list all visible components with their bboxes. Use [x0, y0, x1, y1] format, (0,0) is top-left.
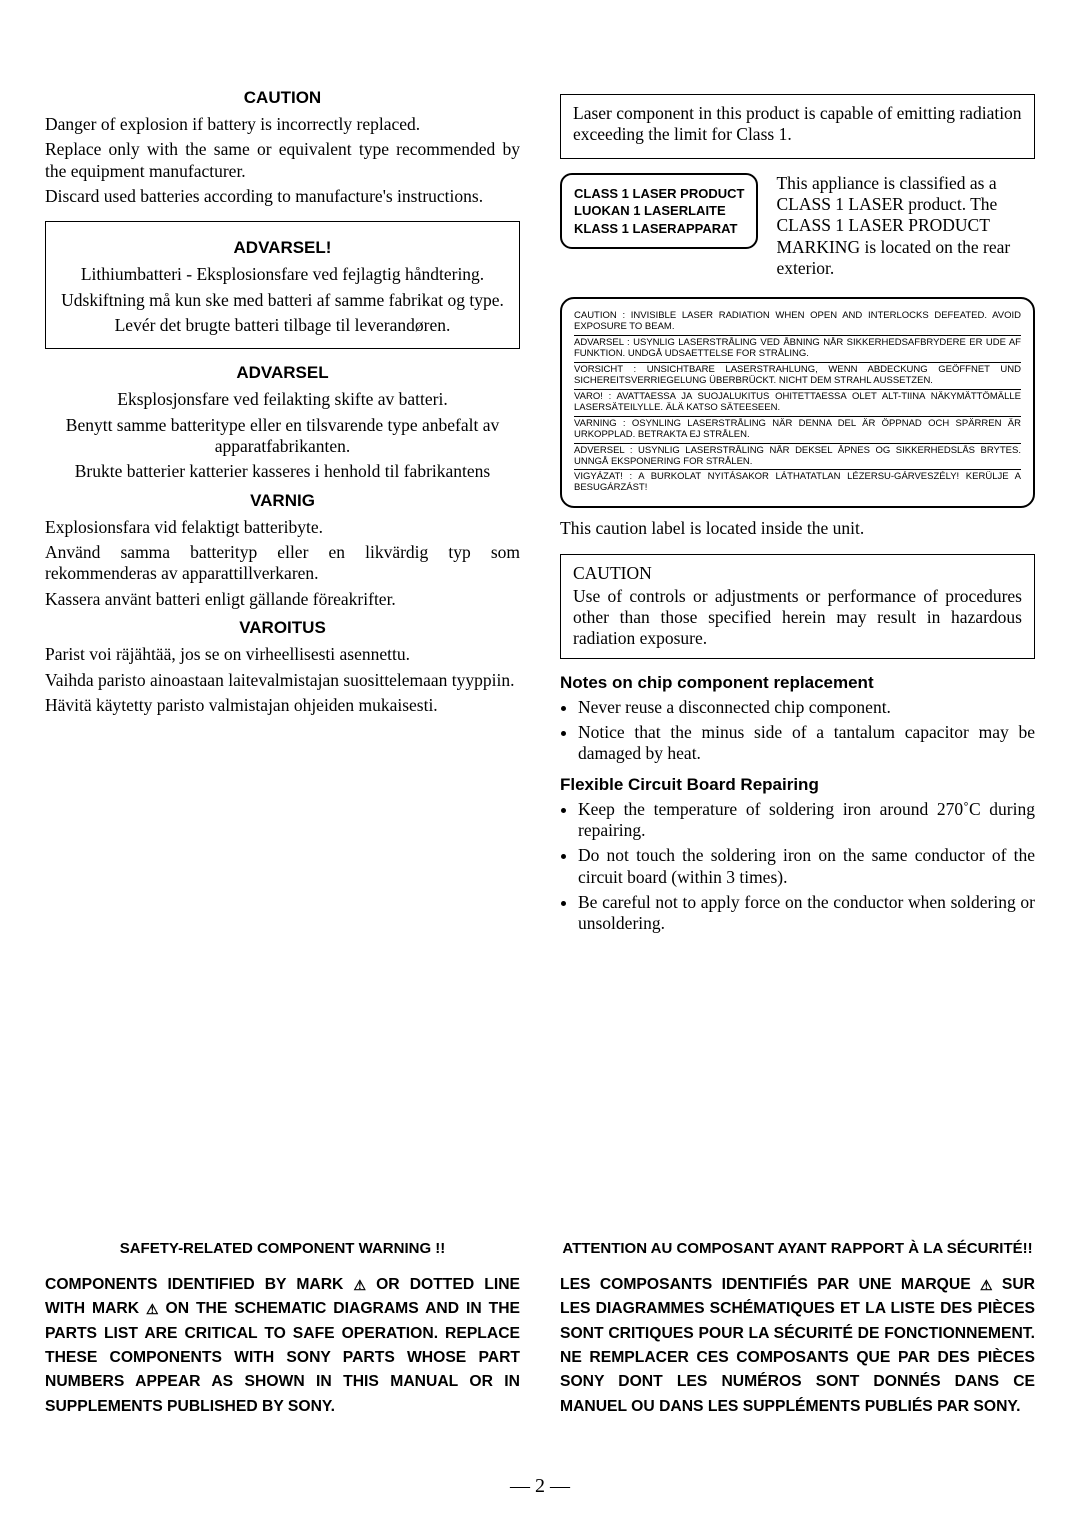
warning-triangle-icon: ⚠ [146, 1299, 159, 1321]
varnig-line1: Explosionsfara vid felaktigt batteribyte… [45, 517, 520, 538]
caution-line3: Discard used batteries according to manu… [45, 186, 520, 207]
caution2-box: CAUTION Use of controls or adjustments o… [560, 554, 1035, 659]
advarsel2-title: ADVARSEL [45, 363, 520, 383]
advarsel1-line3: Levér det brugte batteri tilbage til lev… [58, 315, 507, 336]
laser-label-line2: LUOKAN 1 LASERLAITE [574, 202, 744, 220]
panel-below-text: This caution label is located inside the… [560, 518, 1035, 539]
varnig-line3: Kassera använt batteri enligt gällande f… [45, 589, 520, 610]
laser-class-label: CLASS 1 LASER PRODUCT LUOKAN 1 LASERLAIT… [560, 173, 758, 250]
chip-bullet-2: Notice that the minus side of a tantalum… [578, 722, 1035, 765]
left-column: CAUTION Danger of explosion if battery i… [45, 80, 520, 939]
panel-entry-varning: VARNING : OSYNLING LASERSTRÅLING NÄR DEN… [574, 417, 1021, 444]
varoitus-line3: Hävitä käytetty paristo valmistajan ohje… [45, 695, 520, 716]
varoitus-line1: Parist voi räjähtää, jos se on virheelli… [45, 644, 520, 665]
flex-title: Flexible Circuit Board Repairing [560, 775, 1035, 795]
chip-list: Never reuse a disconnected chip componen… [560, 697, 1035, 765]
laser-label-line1: CLASS 1 LASER PRODUCT [574, 185, 744, 203]
flex-bullet-2: Do not touch the soldering iron on the s… [578, 845, 1035, 888]
safety-en-post: ON THE SCHEMATIC DIAGRAMS AND IN THE PAR… [45, 1300, 520, 1414]
advarsel1-box: ADVARSEL! Lithiumbatteri - Eksplosionsfa… [45, 221, 520, 349]
caution2-body: Use of controls or adjustments or perfor… [573, 586, 1022, 650]
panel-entry-adversel: ADVERSEL : USYNLIG LASERSTRÅLING NÅR DEK… [574, 444, 1021, 471]
laser-label-line3: KLASS 1 LASERAPPARAT [574, 220, 744, 238]
safety-warning-fr: ATTENTION AU COMPOSANT AYANT RAPPORT À L… [560, 1239, 1035, 1419]
laser-label-row: CLASS 1 LASER PRODUCT LUOKAN 1 LASERLAIT… [560, 173, 1035, 284]
caution2-head: CAUTION [573, 563, 1022, 584]
flex-bullet-3: Be careful not to apply force on the con… [578, 892, 1035, 935]
panel-entry-vigyazat: VIGYÁZAT! : A BURKOLAT NYITÁSAKOR LÁTHAT… [574, 470, 1021, 496]
laser-desc: This appliance is classified as a CLASS … [776, 173, 1035, 280]
varnig-title: VARNIG [45, 491, 520, 511]
panel-entry-advarsel: ADVARSEL : USYNLIG LASERSTRÅLING VED ÅBN… [574, 336, 1021, 363]
warning-triangle-icon: ⚠ [353, 1275, 366, 1297]
advarsel1-title: ADVARSEL! [58, 238, 507, 258]
advarsel1-line2: Udskiftning må kun ske med batteri af sa… [58, 290, 507, 311]
laser-note: Laser component in this product is capab… [573, 103, 1022, 146]
safety-fr-title: ATTENTION AU COMPOSANT AYANT RAPPORT À L… [560, 1239, 1035, 1259]
right-column: Laser component in this product is capab… [560, 80, 1035, 939]
advarsel2-line1: Eksplosjonsfare ved feilakting skifte av… [45, 389, 520, 410]
safety-fr-post: SUR LES DIAGRAMMES SCHÉMATIQUES ET LA LI… [560, 1276, 1035, 1415]
safety-en-text: COMPONENTS IDENTIFIED BY MARK ⚠ OR DOTTE… [45, 1273, 520, 1419]
advarsel2-line2: Benytt samme batteritype eller en tilsva… [45, 415, 520, 458]
caution-title: CAUTION [45, 88, 520, 108]
laser-note-box: Laser component in this product is capab… [560, 94, 1035, 159]
panel-entry-caution: CAUTION : INVISIBLE LASER RADIATION WHEN… [574, 309, 1021, 336]
advarsel2-line3: Brukte batterier katterier kasseres i he… [45, 461, 520, 482]
safety-fr-text: LES COMPOSANTS IDENTIFIÉS PAR UNE MARQUE… [560, 1273, 1035, 1419]
varoitus-title: VAROITUS [45, 618, 520, 638]
flex-list: Keep the temperature of soldering iron a… [560, 799, 1035, 935]
flex-bullet-1: Keep the temperature of soldering iron a… [578, 799, 1035, 842]
warning-triangle-icon: ⚠ [980, 1275, 993, 1297]
safety-warning-en: SAFETY-RELATED COMPONENT WARNING !! COMP… [45, 1239, 520, 1419]
varnig-line2: Använd samma batterityp eller en likvärd… [45, 542, 520, 585]
safety-en-title: SAFETY-RELATED COMPONENT WARNING !! [45, 1239, 520, 1259]
varoitus-line2: Vaihda paristo ainoastaan laitevalmistaj… [45, 670, 520, 691]
panel-entry-varo: VARO! : AVATTAESSA JA SUOJALUKITUS OHITE… [574, 390, 1021, 417]
panel-entry-vorsicht: VORSICHT : UNSICHTBARE LASERSTRAHLUNG, W… [574, 363, 1021, 390]
multi-lang-caution-panel: CAUTION : INVISIBLE LASER RADIATION WHEN… [560, 297, 1035, 508]
two-column-layout: CAUTION Danger of explosion if battery i… [45, 80, 1035, 939]
page: CAUTION Danger of explosion if battery i… [0, 0, 1080, 1528]
caution-line2: Replace only with the same or equivalent… [45, 139, 520, 182]
safety-en-pre: COMPONENTS IDENTIFIED BY MARK [45, 1276, 353, 1293]
safety-fr-pre: LES COMPOSANTS IDENTIFIÉS PAR UNE MARQUE [560, 1276, 980, 1293]
safety-warning-block: SAFETY-RELATED COMPONENT WARNING !! COMP… [45, 1239, 1035, 1419]
caution-line1: Danger of explosion if battery is incorr… [45, 114, 520, 135]
page-number: — 2 — [0, 1475, 1080, 1498]
chip-title: Notes on chip component replacement [560, 673, 1035, 693]
advarsel1-line1: Lithiumbatteri - Eksplosionsfare ved fej… [58, 264, 507, 285]
chip-bullet-1: Never reuse a disconnected chip componen… [578, 697, 1035, 718]
